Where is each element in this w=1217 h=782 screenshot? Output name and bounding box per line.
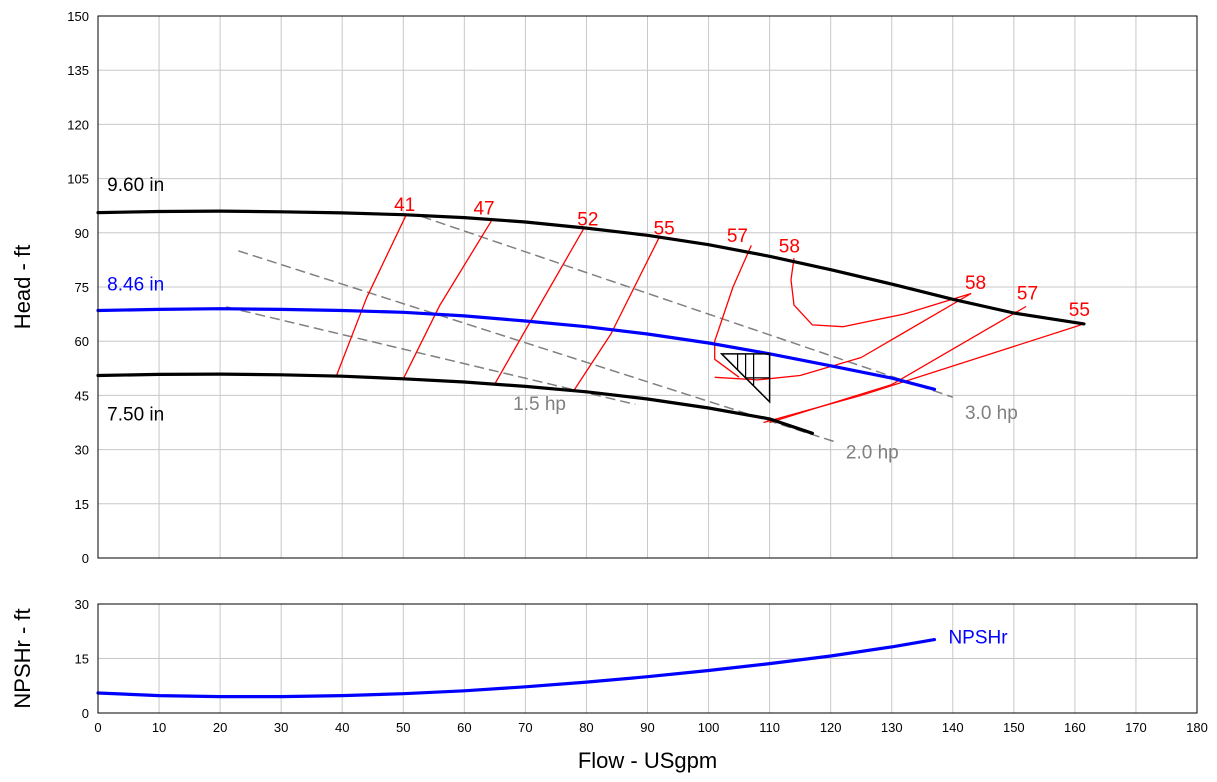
head-y-tick-15: 15 — [75, 497, 89, 512]
head-y-axis-label: Head - ft — [10, 245, 35, 329]
x-tick-150: 150 — [1003, 720, 1025, 735]
x-tick-labels: 0 10 20 30 40 50 60 70 80 90 100 110 120 130 140 150 160… — [94, 720, 1207, 735]
efficiency-curve-57-5 — [714, 245, 752, 378]
x-tick-160: 160 — [1064, 720, 1086, 735]
head-tick-labels: 0 15 30 45 60 75 90 105 120 135 150 — [67, 9, 89, 566]
annotation-58-8: 58 — [779, 237, 800, 258]
x-tick-170: 170 — [1125, 720, 1147, 735]
duty-point-marker — [719, 353, 771, 404]
efficiency-curve-58-6 — [790, 258, 972, 328]
npsh-plot-frame — [97, 603, 1198, 714]
npsh-series-label: NPSHr — [948, 628, 1008, 649]
efficiency-curve-52-2 — [494, 228, 584, 385]
impeller-curve-8-46-in — [96, 307, 937, 391]
annotation-58-9: 58 — [965, 273, 986, 294]
efficiency-curve-55-3 — [573, 236, 661, 391]
x-tick-40: 40 — [335, 720, 349, 735]
annotation-55-6: 55 — [654, 219, 675, 240]
npsh-y-tick-30: 30 — [75, 597, 89, 612]
npsh-curve-npshr — [96, 638, 937, 699]
annotation-7-50-in-2: 7.50 in — [107, 405, 164, 426]
efficiency-curves — [335, 214, 1082, 424]
impeller-curves — [96, 209, 1086, 435]
head-y-tick-90: 90 — [75, 226, 89, 241]
x-tick-30: 30 — [274, 720, 288, 735]
x-tick-90: 90 — [640, 720, 654, 735]
x-tick-110: 110 — [759, 720, 780, 735]
npsh-y-tick-15: 15 — [75, 652, 89, 667]
head-chart-panel: 0 15 30 45 60 75 90 105 120 135 150 9.60 in 8.46 in… — [10, 9, 1198, 566]
annotation-47-4: 47 — [473, 199, 494, 220]
annotation-9-60-in-0: 9.60 in — [107, 175, 164, 196]
annotation-1-5-hp-12: 1.5 hp — [513, 394, 566, 415]
npsh-y-tick-labels: 0 15 30 — [75, 597, 89, 721]
annotation-41-3: 41 — [394, 195, 415, 216]
x-tick-100: 100 — [698, 720, 720, 735]
annotation-3-0-hp-14: 3.0 hp — [965, 403, 1018, 424]
x-tick-0: 0 — [94, 720, 101, 735]
duty-point-hatch — [721, 353, 771, 403]
efficiency-curve-55-8 — [763, 324, 1082, 424]
annotation-55-11: 55 — [1069, 300, 1090, 321]
head-gridlines — [97, 15, 1198, 559]
efficiency-curve-41-0 — [335, 214, 407, 377]
efficiency-curve-58-7 — [714, 292, 972, 381]
x-axis-label: Flow - USgpm — [578, 748, 717, 773]
annotation-52-5: 52 — [577, 210, 598, 231]
x-tick-130: 130 — [881, 720, 903, 735]
x-tick-60: 60 — [457, 720, 471, 735]
x-tick-120: 120 — [820, 720, 842, 735]
head-y-tick-60: 60 — [75, 334, 89, 349]
annotation-8-46-in-1: 8.46 in — [107, 275, 164, 296]
impeller-curve-7-50-in — [96, 372, 814, 435]
head-y-tick-150: 150 — [67, 9, 89, 24]
power-curve-3-0-hp — [421, 215, 954, 398]
x-tick-70: 70 — [518, 720, 532, 735]
x-tick-180: 180 — [1186, 720, 1208, 735]
head-y-tick-0: 0 — [82, 551, 89, 566]
npsh-y-axis-label: NPSHr - ft — [10, 608, 35, 708]
head-y-tick-30: 30 — [75, 443, 89, 458]
head-plot-frame — [97, 15, 1198, 559]
impeller-curve-9-60-in — [96, 209, 1086, 326]
head-y-tick-45: 45 — [75, 388, 89, 403]
annotation-2-0-hp-13: 2.0 hp — [846, 443, 899, 464]
x-tick-140: 140 — [942, 720, 964, 735]
head-y-tick-75: 75 — [75, 280, 89, 295]
x-tick-10: 10 — [152, 720, 166, 735]
npsh-curves — [96, 638, 937, 699]
head-y-tick-120: 120 — [67, 117, 89, 132]
npsh-chart-panel: 0 15 30 0 10 20 30 40 50 60 70 80 90 100 110 120 130 140… — [10, 597, 1208, 773]
npsh-y-tick-0: 0 — [82, 706, 89, 721]
efficiency-curve-47-1 — [402, 219, 493, 380]
power-curves — [226, 215, 954, 444]
annotation-57-10: 57 — [1017, 284, 1038, 305]
head-y-tick-135: 135 — [67, 63, 89, 78]
power-curve-1-5-hp — [226, 306, 636, 406]
x-tick-20: 20 — [213, 720, 227, 735]
x-tick-50: 50 — [396, 720, 410, 735]
head-annotations: 9.60 in 8.46 in 7.50 in 41 47 52 55 57 58 58 57 55 1… — [107, 175, 1090, 463]
head-y-tick-105: 105 — [67, 172, 89, 187]
annotation-57-7: 57 — [727, 226, 748, 247]
x-tick-80: 80 — [579, 720, 593, 735]
